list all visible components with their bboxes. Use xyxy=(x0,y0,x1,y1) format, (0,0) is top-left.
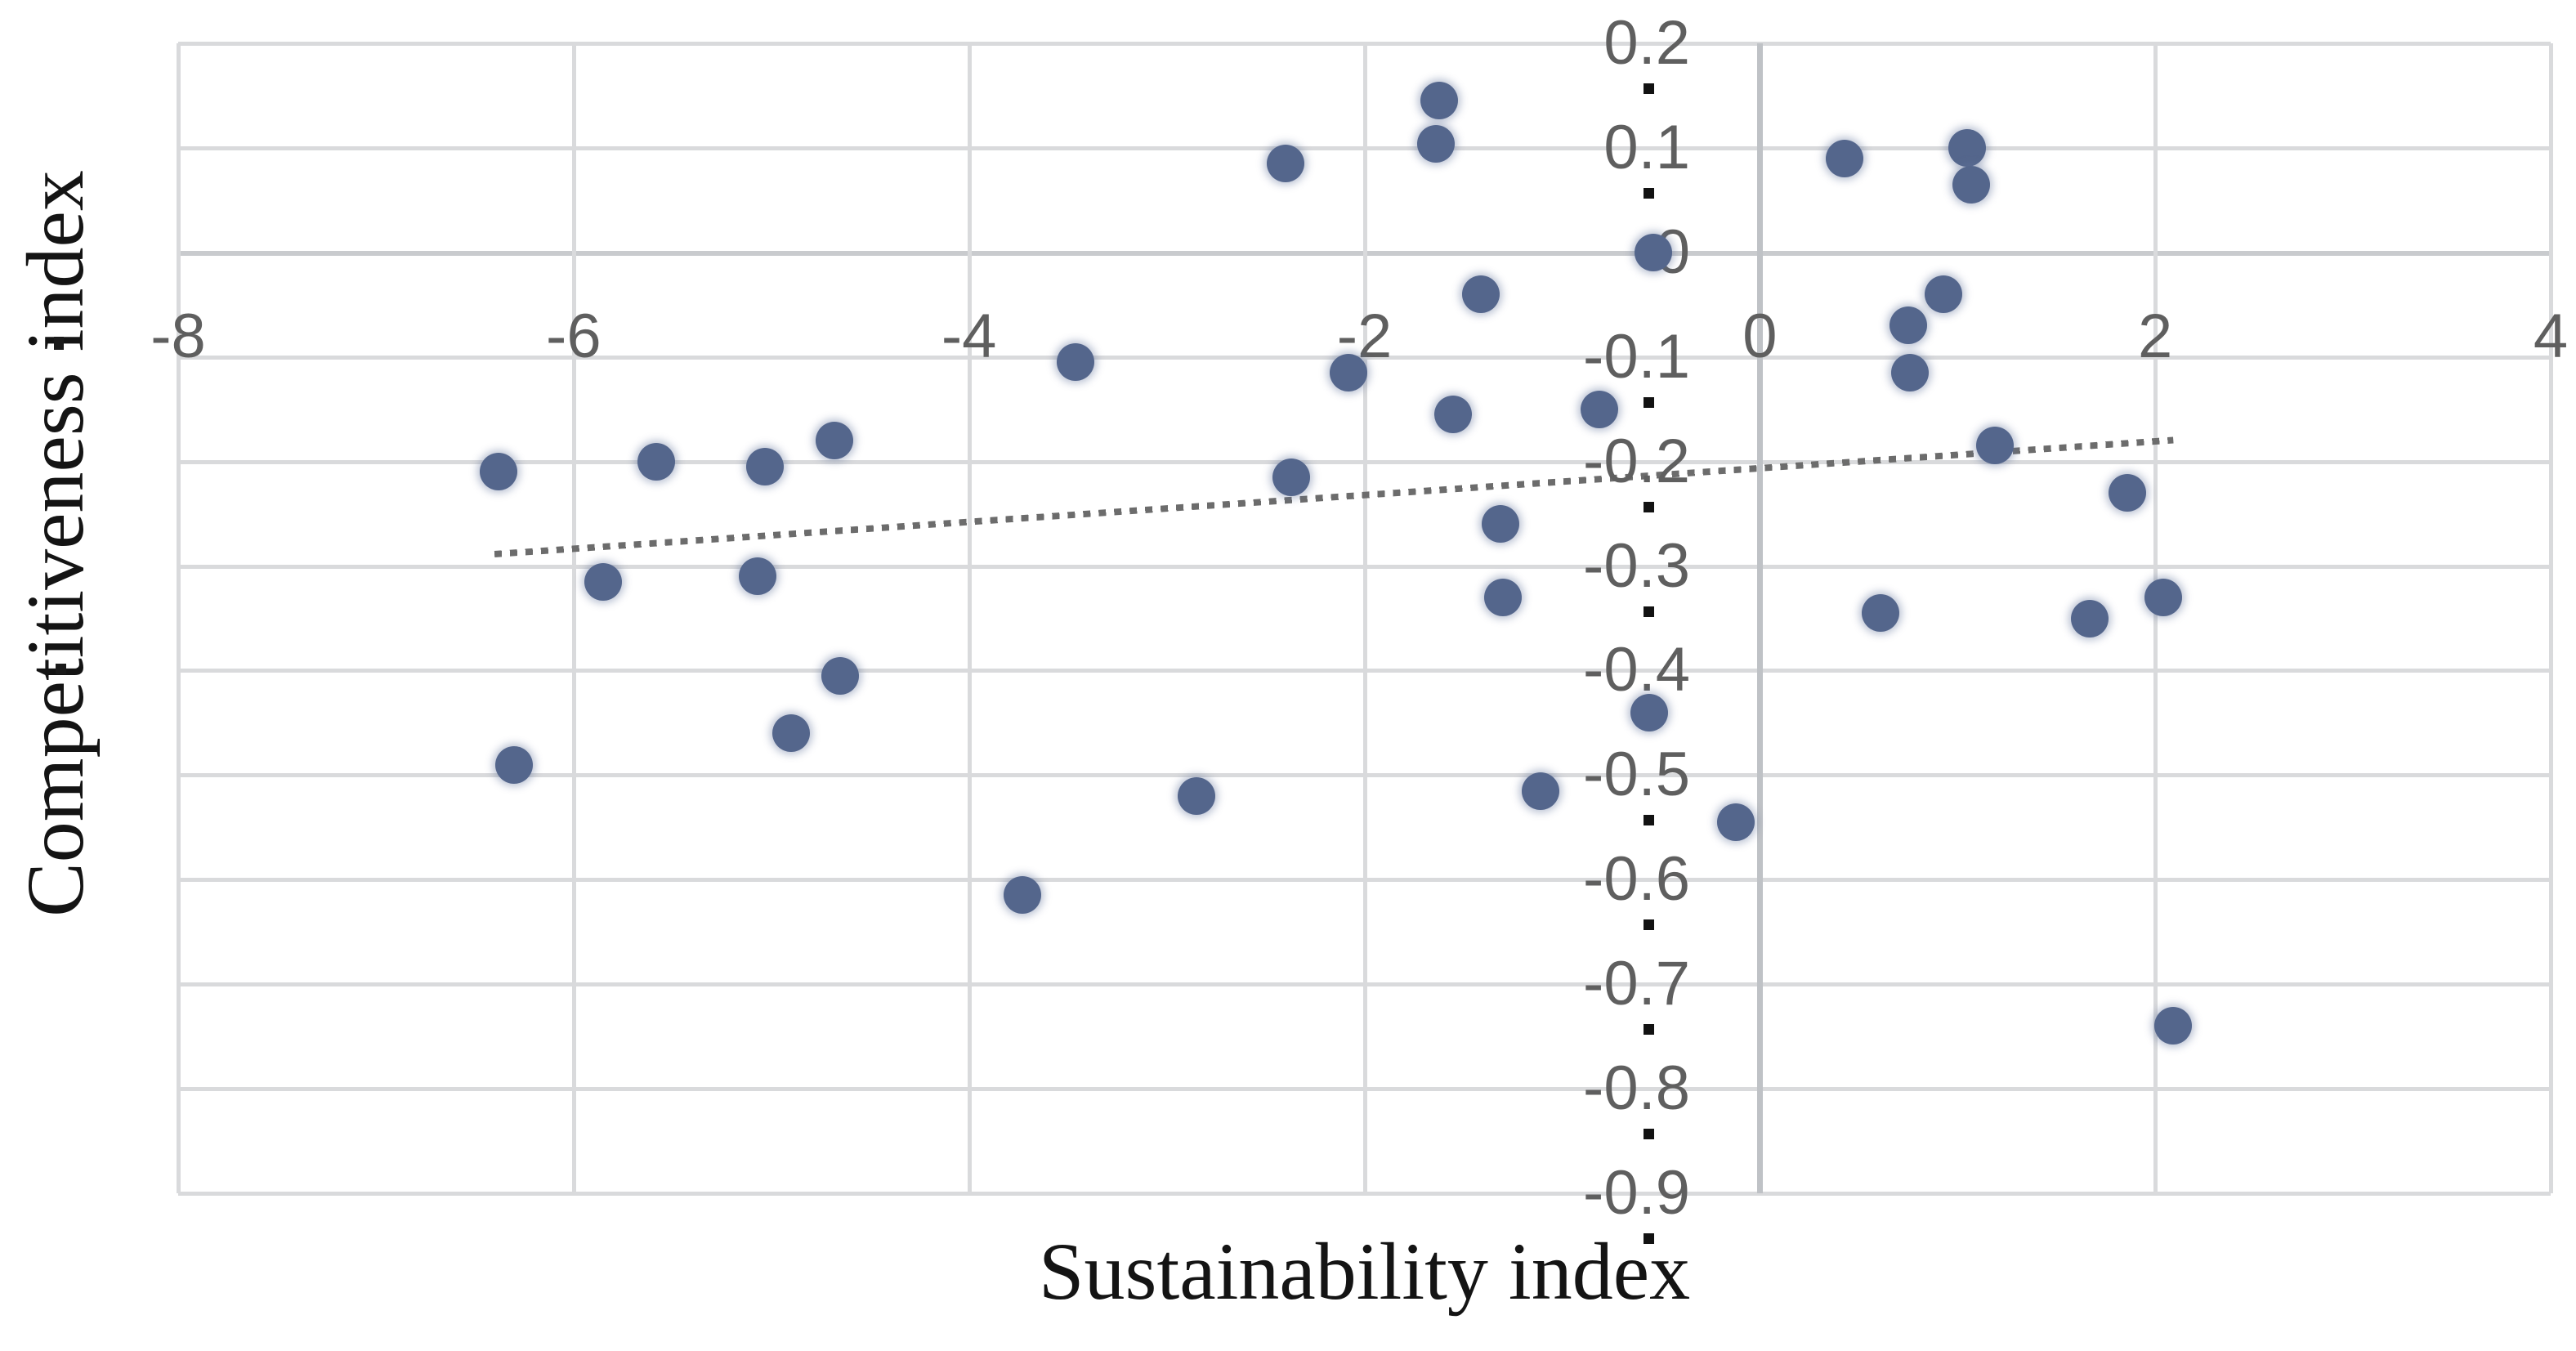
data-point xyxy=(1976,427,2015,465)
y-tick-label: -0.9 xyxy=(1478,1161,1690,1244)
data-point xyxy=(1925,275,1963,313)
data-point xyxy=(1330,353,1368,391)
y-tick-label: -0.3 xyxy=(1478,533,1690,617)
y-tick-label: -0.4 xyxy=(1478,637,1690,722)
y-axis-title: Competitiveness index xyxy=(10,170,101,917)
data-point xyxy=(1420,82,1459,120)
y-tick-label: -0.7 xyxy=(1478,951,1690,1036)
data-point xyxy=(746,448,785,486)
data-point xyxy=(1434,396,1473,434)
data-point xyxy=(1581,390,1619,428)
data-point xyxy=(1952,165,1991,204)
x-tick-label: -4 xyxy=(941,302,997,371)
data-point xyxy=(821,656,860,695)
gridline-x-0 xyxy=(1757,43,1764,1193)
data-point xyxy=(1630,693,1668,731)
x-tick-label: -6 xyxy=(546,302,602,371)
y-tick-label: -0.5 xyxy=(1478,742,1690,826)
y-tick-label: -0.1 xyxy=(1478,324,1690,408)
y-tick-label: -0.6 xyxy=(1478,847,1690,931)
gridline-x-2 xyxy=(2153,43,2158,1193)
gridline-x-4 xyxy=(2549,43,2553,1193)
data-point xyxy=(2071,599,2109,637)
data-point xyxy=(2153,1007,2192,1045)
data-point xyxy=(1416,124,1455,163)
data-point xyxy=(771,714,810,753)
y-tick-label: -0.8 xyxy=(1478,1056,1690,1140)
data-point xyxy=(637,442,676,481)
gridline-x--8 xyxy=(177,43,181,1193)
data-point xyxy=(2109,474,2147,512)
gridline-y--0.9 xyxy=(178,1192,2551,1196)
data-point xyxy=(1634,233,1672,271)
x-tick-label: -8 xyxy=(150,302,206,371)
y-tick-label: -0.2 xyxy=(1478,428,1690,512)
data-point xyxy=(2144,578,2182,616)
data-point xyxy=(1266,145,1304,183)
data-point xyxy=(479,453,517,491)
data-point xyxy=(1272,458,1310,496)
x-tick-label: 0 xyxy=(1742,302,1778,371)
data-point xyxy=(1482,505,1520,544)
scan-artifact-dot xyxy=(56,664,66,674)
data-point xyxy=(1826,139,1864,177)
data-point xyxy=(1521,772,1559,810)
x-axis-title: Sustainability index xyxy=(1038,1226,1691,1317)
data-point xyxy=(1891,353,1930,391)
data-point xyxy=(1889,306,1927,345)
x-tick-label: 2 xyxy=(2138,302,2173,371)
data-point xyxy=(1177,776,1215,815)
data-point xyxy=(1057,343,1095,382)
data-point xyxy=(1003,876,1041,915)
scan-artifact-dot xyxy=(54,337,64,350)
data-point xyxy=(1948,128,1987,167)
data-point xyxy=(1861,594,1899,633)
plot-area xyxy=(177,42,2553,1196)
data-point xyxy=(1483,578,1522,616)
gridline-x--2 xyxy=(1362,43,1367,1193)
y-tick-label: 0.1 xyxy=(1478,114,1690,199)
gridline-x--4 xyxy=(967,43,972,1193)
data-point xyxy=(584,562,623,601)
data-point xyxy=(816,422,854,460)
data-point xyxy=(738,557,776,596)
data-point xyxy=(495,745,534,784)
y-tick-label: 0.2 xyxy=(1478,11,1690,94)
data-point xyxy=(1717,803,1755,841)
x-tick-label: 4 xyxy=(2533,302,2569,371)
gridline-x--6 xyxy=(571,43,576,1193)
data-point xyxy=(1462,275,1500,313)
